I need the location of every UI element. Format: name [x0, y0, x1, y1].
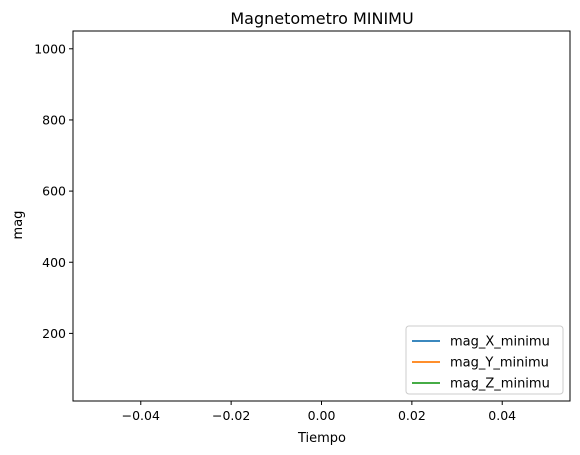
y-tick-label: 1000	[34, 41, 66, 56]
legend: mag_X_minimu mag_Y_minimu mag_Z_minimu	[405, 325, 564, 395]
x-tick-label: 0.04	[488, 408, 516, 423]
x-tick-label: −0.02	[212, 408, 250, 423]
legend-entries: mag_X_minimu mag_Y_minimu mag_Z_minimu	[412, 335, 550, 392]
y-tick-label: 600	[42, 184, 66, 199]
x-axis-label: Tiempo	[297, 431, 346, 446]
y-tick-label: 200	[42, 326, 66, 341]
legend-box	[405, 325, 564, 395]
chart-title: Magnetometro MINIMU	[230, 9, 413, 28]
legend-label: mag_X_minimu	[450, 335, 550, 350]
y-ticks: 200 400 600 800 1000	[34, 41, 73, 341]
legend-label: mag_Z_minimu	[450, 377, 550, 392]
y-axis-label: mag	[11, 211, 26, 240]
y-tick-label: 400	[42, 255, 66, 270]
x-tick-label: 0.00	[308, 408, 336, 423]
legend-label: mag_Y_minimu	[450, 356, 549, 371]
x-tick-label: 0.02	[398, 408, 426, 423]
y-tick-label: 800	[42, 112, 66, 127]
x-ticks: −0.04 −0.02 0.00 0.02 0.04	[122, 401, 516, 423]
x-tick-label: −0.04	[122, 408, 160, 423]
